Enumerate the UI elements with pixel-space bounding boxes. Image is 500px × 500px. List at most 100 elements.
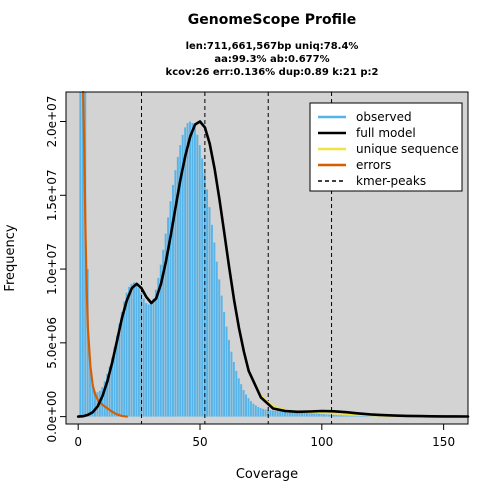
observed-bar	[137, 288, 140, 417]
observed-bar	[210, 224, 213, 417]
observed-bar	[232, 362, 235, 417]
observed-bar	[325, 414, 328, 417]
legend: observed full model unique sequence errors k…	[309, 102, 463, 192]
observed-bar	[130, 283, 133, 417]
observed-bar	[101, 387, 104, 417]
observed-bar	[135, 283, 138, 417]
observed-bar	[228, 339, 230, 417]
legend-label: kmer-peaks	[356, 174, 426, 188]
observed-bar	[176, 156, 179, 417]
chart-subtitle-line-2: aa:99.3% ab:0.677%	[214, 54, 329, 65]
observed-bar	[198, 145, 201, 417]
observed-bar	[159, 264, 162, 417]
legend-label: errors	[356, 158, 391, 172]
observed-bar	[240, 384, 243, 417]
observed-bar	[347, 415, 350, 417]
observed-bar	[94, 391, 96, 417]
observed-bar	[133, 282, 135, 417]
observed-bar	[315, 413, 318, 417]
observed-bar	[352, 415, 355, 417]
observed-bar	[257, 406, 260, 417]
observed-bar	[254, 405, 257, 417]
observed-bar	[225, 326, 228, 417]
observed-bar	[249, 401, 252, 417]
observed-bar	[115, 335, 118, 417]
legend-label: observed	[356, 110, 412, 124]
observed-bar	[203, 173, 206, 417]
observed-bar	[215, 261, 218, 417]
observed-bar	[230, 351, 233, 417]
observed-bar	[359, 415, 362, 417]
observed-bar	[145, 303, 148, 417]
observed-bar	[213, 242, 216, 417]
observed-bar	[279, 410, 282, 417]
x-tick-label: 150	[432, 435, 455, 449]
observed-bar	[113, 347, 116, 417]
observed-bar	[152, 298, 155, 417]
observed-bar	[118, 323, 121, 417]
chart-title: GenomeScope Profile	[188, 12, 357, 28]
observed-bar	[111, 357, 114, 417]
observed-bar	[366, 416, 369, 417]
observed-bar	[193, 127, 196, 417]
observed-bar	[264, 409, 267, 417]
observed-bar	[323, 414, 325, 417]
observed-bar	[310, 413, 313, 417]
observed-bar	[123, 301, 126, 417]
observed-bar	[108, 366, 111, 417]
observed-bar	[342, 415, 345, 417]
observed-bar	[269, 410, 272, 417]
legend-label: unique sequence	[356, 142, 459, 156]
observed-bar	[354, 415, 357, 417]
errors-line	[81, 90, 129, 418]
observed-bar	[150, 303, 152, 417]
observed-bar	[189, 121, 191, 417]
model-lines	[76, 90, 470, 418]
observed-bar	[349, 415, 352, 417]
observed-bar	[191, 122, 194, 417]
observed-bar	[162, 249, 165, 417]
observed-bar	[237, 378, 240, 417]
observed-bar	[313, 413, 316, 417]
observed-bar	[364, 416, 367, 417]
observed-bar	[259, 408, 262, 417]
observed-bar	[276, 410, 279, 417]
observed-bar	[284, 411, 286, 417]
observed-bar	[128, 286, 131, 417]
observed-bar	[79, 92, 82, 417]
observed-bar	[103, 381, 106, 417]
observed-bar	[340, 415, 343, 417]
observed-bar	[318, 413, 321, 417]
x-tick-label: 0	[74, 435, 82, 449]
kmer-peak-lines	[141, 92, 333, 424]
observed-bar	[344, 415, 347, 417]
legend-label: full model	[356, 126, 416, 140]
chart-subtitle-line-1: len:711,661,567bp uniq:78.4%	[186, 41, 359, 52]
observed-bar	[235, 370, 238, 417]
observed-bar	[125, 292, 128, 417]
observed-bar	[271, 410, 274, 417]
observed-bar	[167, 217, 170, 417]
observed-bar	[89, 357, 92, 417]
observed-bar	[120, 311, 123, 417]
y-tick-label: 2.0e+07	[45, 96, 59, 148]
observed-bar	[301, 412, 304, 417]
x-tick-label: 50	[192, 435, 207, 449]
observed-bar	[291, 411, 294, 417]
observed-bar	[186, 122, 189, 417]
observed-bar	[179, 145, 182, 417]
observed-bar	[245, 394, 248, 417]
observed-bar	[169, 201, 172, 417]
observed-bar	[262, 408, 265, 417]
y-axis-label: Frequency	[3, 224, 18, 291]
observed-bar	[362, 416, 364, 417]
x-axis: 0 50 100 150	[74, 423, 455, 449]
observed-bar	[206, 189, 209, 417]
observed-bar	[208, 207, 211, 417]
y-tick-label: 0.0e+00	[45, 391, 59, 443]
observed-bar	[81, 92, 84, 417]
observed-bar	[308, 412, 311, 417]
observed-bar	[357, 415, 360, 417]
observed-bars	[79, 92, 469, 417]
observed-bar	[154, 289, 157, 417]
